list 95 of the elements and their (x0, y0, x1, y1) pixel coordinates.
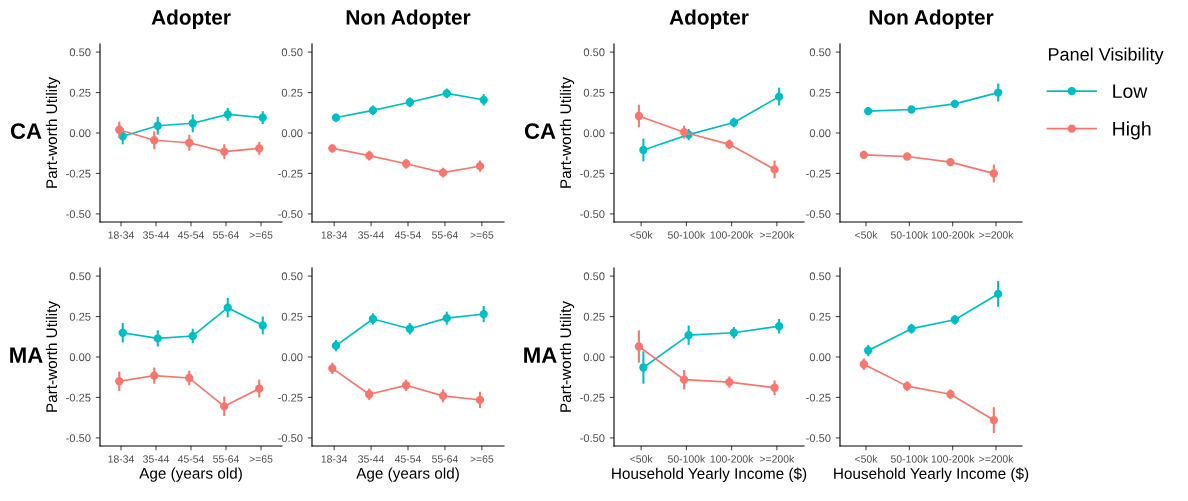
x-tick-label: >=65 (470, 455, 494, 463)
y-tick-label: -0.50 (66, 434, 91, 443)
x-axis-title: Household Yearly Income ($) (834, 467, 1029, 482)
x-axis-title: Age (years old) (139, 467, 242, 482)
y-tick-label: -0.25 (278, 393, 303, 402)
chart-title: Adopter (151, 9, 231, 29)
x-tick-label: 100-200k (931, 231, 975, 239)
y-tick-label: -0.50 (278, 210, 303, 219)
y-tick-label: -0.25 (580, 393, 605, 402)
y-tick-label: 0.00 (69, 353, 91, 362)
x-tick-label: 55-64 (432, 231, 458, 239)
x-tick-label: 18-34 (108, 455, 135, 463)
y-tick-label: 0.50 (809, 48, 831, 57)
y-tick-label: 0.00 (69, 129, 91, 138)
legend-label: Low (1113, 84, 1148, 99)
y-tick-label: 0.25 (69, 312, 91, 321)
x-tick-label: >=65 (249, 231, 273, 239)
y-tick-label: 0.25 (281, 312, 303, 321)
y-tick-label: 0.00 (281, 353, 303, 362)
y-tick-label: -0.50 (806, 434, 831, 443)
y-tick-label: 0.50 (583, 272, 605, 281)
y-tick-label: -0.50 (66, 210, 91, 219)
x-axis-title: Household Yearly Income ($) (612, 467, 807, 482)
text: MA (524, 347, 557, 363)
y-tick-label: 0.25 (281, 88, 303, 97)
x-tick-label: >=200k (979, 231, 1014, 239)
y-tick-label: 0.00 (809, 129, 831, 138)
x-tick-label: >=200k (759, 455, 795, 463)
x-tick-label: 35-44 (143, 455, 170, 463)
x-tick-label: 18-34 (108, 231, 135, 239)
x-tick-label: <50k (630, 231, 653, 239)
text: CA (524, 123, 556, 139)
y-tick-label: 0.00 (583, 353, 605, 362)
y-axis-title: Part-worth Utility (45, 301, 61, 412)
y-tick-label: 0.50 (69, 48, 91, 57)
x-tick-label: 35-44 (358, 231, 385, 239)
y-tick-label: -0.50 (580, 434, 605, 443)
x-tick-label: 50-100k (667, 455, 706, 463)
y-tick-label: 0.00 (809, 353, 831, 362)
x-tick-label: 50-100k (890, 231, 929, 239)
x-tick-label: <50k (855, 231, 878, 239)
y-tick-label: -0.25 (580, 169, 605, 178)
x-tick-label: 100-200k (931, 455, 975, 463)
x-tick-label: >=200k (759, 231, 795, 239)
y-tick-label: 0.50 (583, 48, 605, 57)
x-tick-label: <50k (855, 455, 878, 463)
y-tick-label: -0.50 (806, 210, 831, 219)
y-tick-label: 0.25 (583, 88, 605, 97)
y-tick-label: 0.50 (809, 272, 831, 281)
x-tick-label: 18-34 (321, 455, 348, 463)
y-tick-label: 0.50 (281, 272, 303, 281)
y-axis-title: Part-worth Utility (559, 301, 575, 412)
chart-title: Non Adopter (346, 9, 471, 29)
x-tick-label: >=200k (979, 455, 1014, 463)
legend-label: High (1113, 121, 1151, 140)
x-tick-label: 18-34 (321, 231, 348, 239)
x-tick-label: 100-200k (710, 455, 754, 463)
y-tick-label: -0.50 (580, 210, 605, 219)
y-tick-label: -0.25 (278, 169, 303, 178)
text: CA (10, 123, 42, 139)
y-tick-label: -0.25 (66, 169, 91, 178)
x-tick-label: >=65 (249, 455, 273, 463)
x-tick-label: >=65 (470, 231, 494, 239)
y-tick-label: 0.25 (69, 88, 91, 97)
y-tick-label: -0.25 (806, 393, 831, 402)
y-tick-label: -0.25 (806, 169, 831, 178)
y-tick-label: 0.25 (809, 88, 831, 97)
x-axis-title: Age (years old) (356, 467, 459, 482)
y-tick-label: 0.00 (583, 129, 605, 138)
y-tick-label: 0.25 (583, 312, 605, 321)
x-tick-label: 35-44 (358, 455, 385, 463)
text: MA (10, 347, 43, 363)
legend-title: Panel Visibility (1048, 47, 1164, 65)
y-tick-label: 0.25 (809, 312, 831, 321)
x-tick-label: 35-44 (143, 231, 170, 239)
y-tick-label: -0.25 (66, 393, 91, 402)
chart-title: Non Adopter (869, 9, 994, 29)
x-tick-label: 100-200k (710, 231, 754, 239)
y-tick-label: 0.50 (281, 48, 303, 57)
x-tick-label: 45-54 (177, 231, 205, 239)
x-tick-label: <50k (630, 455, 653, 463)
x-tick-label: 45-54 (394, 231, 422, 239)
x-tick-label: 45-54 (177, 455, 205, 463)
y-axis-title: Part-worth Utility (559, 77, 575, 188)
x-tick-label: 55-64 (432, 455, 458, 463)
y-tick-label: 0.50 (69, 272, 91, 281)
x-tick-label: 55-64 (213, 455, 240, 463)
x-tick-label: 50-100k (667, 231, 706, 239)
chart-title: Adopter (669, 9, 749, 29)
x-tick-label: 50-100k (890, 455, 929, 463)
y-tick-label: 0.00 (281, 129, 303, 138)
y-axis-title: Part-worth Utility (45, 77, 61, 188)
x-tick-label: 45-54 (394, 455, 422, 463)
x-tick-label: 55-64 (213, 231, 240, 239)
y-tick-label: -0.50 (278, 434, 303, 443)
